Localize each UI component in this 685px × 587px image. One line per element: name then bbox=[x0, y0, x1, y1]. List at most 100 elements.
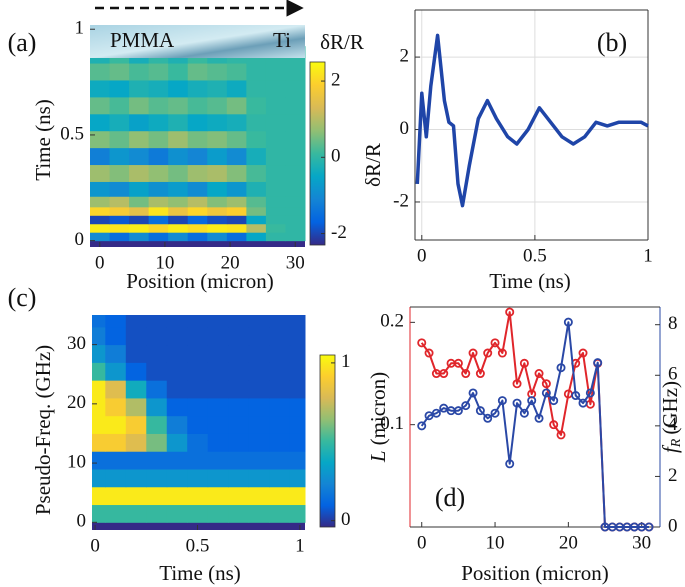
y-tick-label: 0.5 bbox=[60, 123, 84, 144]
heatmap-cell bbox=[166, 486, 188, 506]
heatmap-cell bbox=[187, 223, 208, 233]
heatmap-cell bbox=[146, 415, 168, 434]
heatmap-cell bbox=[125, 486, 147, 506]
heatmap-cell bbox=[207, 344, 229, 363]
heatmap-cell bbox=[109, 181, 130, 197]
data-point bbox=[556, 430, 566, 440]
heatmap-cell bbox=[246, 130, 267, 149]
data-point bbox=[497, 348, 507, 358]
heatmap-cell bbox=[207, 486, 229, 506]
data-point bbox=[512, 398, 522, 408]
heatmap-cell bbox=[248, 326, 270, 346]
data-point bbox=[534, 369, 544, 379]
heatmap-cell bbox=[248, 468, 270, 488]
heatmap-cell bbox=[226, 206, 247, 216]
heatmap-cell bbox=[125, 380, 147, 399]
heatmap-cell bbox=[187, 232, 208, 242]
heatmap-cell bbox=[246, 96, 267, 115]
x-tick-label: 0 bbox=[417, 245, 427, 266]
heatmap-cell bbox=[129, 164, 150, 182]
heatmap-cell bbox=[187, 451, 209, 470]
heatmap-cell bbox=[207, 206, 228, 216]
heatmap-cell bbox=[265, 164, 286, 182]
heatmap-cell bbox=[168, 96, 189, 115]
y-tick-label: 0.2 bbox=[380, 311, 404, 332]
heatmap-cell bbox=[285, 206, 306, 216]
heatmap-cell bbox=[125, 315, 147, 328]
heatmap-cell bbox=[92, 397, 106, 417]
heatmap-cell bbox=[207, 415, 229, 434]
heatmap-cell bbox=[146, 315, 168, 328]
heatmap-cell bbox=[148, 223, 169, 233]
data-point bbox=[593, 358, 603, 368]
heatmap-cell bbox=[166, 433, 188, 452]
y-axis-unit: (micron) bbox=[366, 372, 390, 445]
heatmap-cell bbox=[226, 113, 247, 132]
heatmap-cell bbox=[289, 315, 306, 328]
heatmap-cell bbox=[92, 315, 106, 328]
series-line bbox=[420, 321, 649, 528]
heatmap-cell bbox=[105, 326, 127, 346]
heatmap-cell bbox=[207, 362, 229, 381]
data-point bbox=[563, 317, 573, 327]
heatmap-cell bbox=[246, 223, 267, 233]
heatmap-cell bbox=[90, 181, 111, 197]
x-tick-label: 10 bbox=[155, 252, 174, 273]
heatmap-cell bbox=[146, 486, 168, 506]
heatmap-cell bbox=[129, 147, 150, 166]
data-point bbox=[644, 522, 654, 532]
heatmap-cell bbox=[289, 451, 306, 470]
heatmap-cell bbox=[226, 232, 247, 242]
heatmap-cell bbox=[248, 504, 270, 523]
y-tick-label: 0 bbox=[400, 118, 410, 139]
data-point bbox=[497, 396, 507, 406]
x-tick-label: 30 bbox=[632, 532, 651, 553]
heatmap-cell bbox=[265, 206, 286, 216]
heatmap-cell bbox=[289, 415, 306, 434]
heatmap-cell bbox=[248, 415, 270, 434]
data-point bbox=[468, 388, 478, 398]
heatmap-cell bbox=[146, 433, 168, 452]
heatmap-cell bbox=[207, 215, 228, 225]
heatmap-cell bbox=[285, 196, 306, 208]
heatmap-cell bbox=[187, 315, 209, 328]
heatmap-cell bbox=[246, 79, 267, 98]
heatmap-cell bbox=[285, 96, 306, 115]
heatmap-cell bbox=[125, 362, 147, 381]
colorbar bbox=[319, 354, 336, 528]
panel-label: (d) bbox=[435, 483, 465, 512]
heatmap-cell bbox=[187, 63, 208, 81]
heatmap-cell bbox=[269, 326, 291, 346]
y2-tick-label: 4 bbox=[668, 414, 678, 435]
x-tick-label: 0.5 bbox=[186, 535, 210, 556]
heatmap-cell bbox=[168, 232, 189, 242]
heatmap-cell bbox=[207, 147, 228, 166]
heatmap-cell bbox=[187, 164, 208, 182]
heatmap-cell bbox=[129, 196, 150, 208]
heatmap-cell bbox=[168, 79, 189, 98]
heatmap-cell bbox=[109, 223, 130, 233]
heatmap-cell bbox=[285, 130, 306, 149]
heatmap-cell bbox=[129, 96, 150, 115]
heatmap-cell bbox=[168, 206, 189, 216]
sample-image bbox=[90, 25, 305, 58]
heatmap-cell bbox=[168, 215, 189, 225]
x-axis-label: Time (ns) bbox=[159, 561, 241, 585]
y-tick-label: -2 bbox=[393, 190, 409, 211]
heatmap-cell bbox=[187, 79, 208, 98]
heatmap-cell bbox=[109, 147, 130, 166]
heatmap-cell bbox=[269, 380, 291, 399]
annotation: PMMA bbox=[110, 28, 175, 52]
heatmap-cell bbox=[92, 451, 106, 470]
panel-label: (c) bbox=[8, 283, 37, 312]
heatmap-cell bbox=[289, 504, 306, 523]
heatmap-cell bbox=[207, 164, 228, 182]
heatmap-cell bbox=[285, 63, 306, 81]
heatmap-cell bbox=[248, 397, 270, 417]
colorbar-tick-label: 0 bbox=[331, 146, 341, 167]
data-point bbox=[549, 396, 559, 406]
heatmap-cell bbox=[146, 451, 168, 470]
heatmap-cell bbox=[226, 196, 247, 208]
data-point bbox=[483, 413, 493, 423]
heatmap-cell bbox=[105, 344, 127, 363]
